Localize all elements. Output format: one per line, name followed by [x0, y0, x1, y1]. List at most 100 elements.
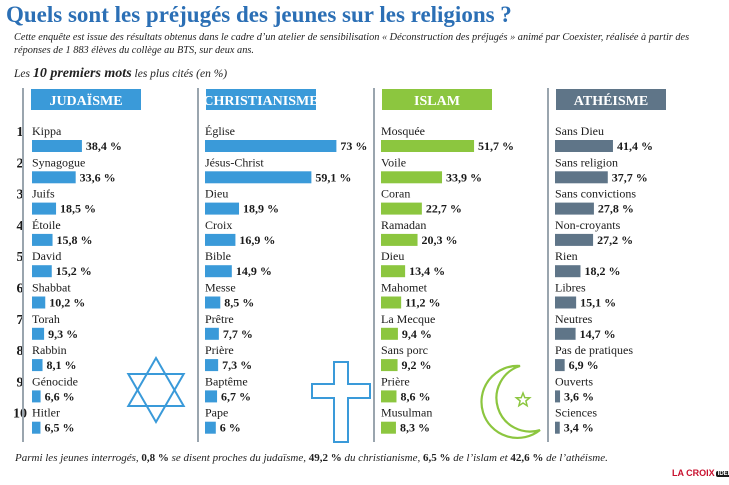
bar-category-label: Sans Dieu	[555, 124, 604, 138]
bar	[205, 202, 240, 215]
bar-category-label: Sciences	[555, 406, 597, 420]
bar-value-label: 13,4 %	[409, 264, 445, 278]
rank-label: 6	[17, 282, 24, 297]
bar-category-label: Coran	[381, 187, 410, 201]
bar	[381, 421, 396, 434]
rank-label: 3	[17, 188, 24, 203]
bar-category-label: Musulman	[381, 406, 432, 420]
bar-value-label: 8,3 %	[400, 421, 430, 435]
bar-category-label: Juifs	[32, 187, 55, 201]
bar	[381, 296, 402, 309]
bar-value-label: 59,1 %	[315, 170, 351, 184]
bar-value-label: 9,2 %	[402, 358, 432, 372]
rank-label: 1	[17, 125, 24, 140]
footer-part: Parmi les jeunes interrogés,	[15, 452, 142, 464]
bar-value-label: 3,6 %	[564, 389, 594, 403]
bar-category-label: Rien	[555, 249, 578, 263]
bar	[205, 140, 337, 152]
bar-value-label: 33,6 %	[80, 170, 116, 184]
bar	[32, 421, 41, 434]
bar-category-label: Bible	[205, 249, 231, 263]
bar-category-label: David	[32, 249, 61, 263]
crescent-star-icon	[514, 390, 532, 408]
bar	[555, 140, 613, 152]
bar-category-label: Ramadan	[381, 218, 426, 232]
bar	[32, 390, 41, 403]
bar	[205, 171, 312, 184]
bar-value-label: 38,4 %	[86, 139, 122, 153]
bar-category-label: Hitler	[32, 406, 60, 420]
bar	[555, 233, 594, 246]
bar-category-label: Libres	[555, 281, 586, 295]
bar-value-label: 6,6 %	[45, 389, 75, 403]
lead-bold: 10 premiers mots	[32, 66, 132, 81]
bar-category-label: Shabbat	[32, 281, 71, 295]
bar-value-label: 16,9 %	[239, 233, 275, 247]
bar	[205, 233, 236, 246]
bar-category-label: Neutres	[555, 312, 593, 326]
bar	[381, 171, 443, 184]
bar-value-label: 8,5 %	[224, 296, 254, 310]
lead-post: les plus cités (en %)	[131, 68, 228, 80]
column-header-label: ATHÉISME	[574, 92, 648, 109]
bar	[32, 359, 43, 372]
bar	[32, 327, 45, 340]
la-croix-logo: LA CROIXIDÉE	[672, 468, 729, 478]
bar-category-label: Église	[205, 124, 235, 138]
bar-category-label: Sans porc	[381, 343, 428, 357]
bar-category-label: Dieu	[205, 187, 228, 201]
bar-value-label: 15,2 %	[56, 264, 92, 278]
footer-note: Parmi les jeunes interrogés, 0,8 % se di…	[15, 452, 608, 464]
bar-category-label: Non-croyants	[555, 218, 621, 232]
bar-category-label: Étoile	[32, 218, 61, 232]
bar-value-label: 18,5 %	[60, 202, 96, 216]
bar-value-label: 27,2 %	[597, 233, 633, 247]
rank-label: 2	[17, 156, 24, 171]
column-header-bg	[206, 89, 316, 110]
bar-value-label: 22,7 %	[426, 202, 462, 216]
bar-category-label: Pas de pratiques	[555, 343, 633, 357]
footer-part: se disent proches du judaïsme,	[168, 452, 309, 464]
bar-value-label: 33,9 %	[446, 170, 482, 184]
bar-category-label: Dieu	[381, 249, 404, 263]
bar-category-label: Pape	[205, 406, 228, 420]
bar-category-label: Torah	[32, 312, 60, 326]
bar-category-label: Baptême	[205, 374, 248, 388]
bar	[555, 421, 560, 434]
bar-value-label: 18,2 %	[584, 264, 620, 278]
footer-part: 42,6 %	[510, 452, 544, 464]
footer-part: 49,2 %	[308, 452, 342, 464]
column-header-label: CHRISTIANISME	[203, 94, 318, 109]
bar-category-label: Prêtre	[205, 312, 234, 326]
column-header-label: JUDAÏSME	[49, 93, 122, 109]
page-title: Quels sont les préjugés des jeunes sur l…	[6, 2, 512, 27]
footer-part: de l’islam et	[450, 452, 511, 464]
rank-label: 4	[17, 219, 24, 234]
column-header-bg	[382, 89, 492, 110]
bar-category-label: Messe	[205, 281, 236, 295]
star-of-david-icon	[126, 355, 186, 407]
bar-value-label: 73 %	[340, 139, 367, 153]
bar-value-label: 7,3 %	[222, 358, 252, 372]
bar-category-label: La Mecque	[381, 312, 435, 326]
column-header-label: ISLAM	[414, 94, 460, 109]
bar-value-label: 14,7 %	[580, 327, 616, 341]
bar	[381, 327, 398, 340]
bar-category-label: Prière	[381, 374, 410, 388]
bar	[555, 296, 577, 309]
bar	[555, 171, 608, 184]
bar-category-label: Voile	[381, 155, 406, 169]
lead-text: Les 10 premiers mots les plus cités (en …	[14, 66, 227, 82]
bar-value-label: 6,7 %	[221, 389, 251, 403]
bar-value-label: 10,2 %	[49, 296, 85, 310]
bar-value-label: 15,1 %	[580, 296, 616, 310]
bar-value-label: 20,3 %	[422, 233, 458, 247]
rank-label: 9	[17, 375, 24, 390]
bar	[381, 265, 406, 278]
bar-value-label: 3,4 %	[564, 421, 594, 435]
bar-value-label: 18,9 %	[243, 202, 279, 216]
bar-category-label: Sans religion	[555, 155, 618, 169]
bar-value-label: 9,4 %	[402, 327, 432, 341]
bar-value-label: 51,7 %	[478, 139, 514, 153]
bar-value-label: 7,7 %	[223, 327, 253, 341]
